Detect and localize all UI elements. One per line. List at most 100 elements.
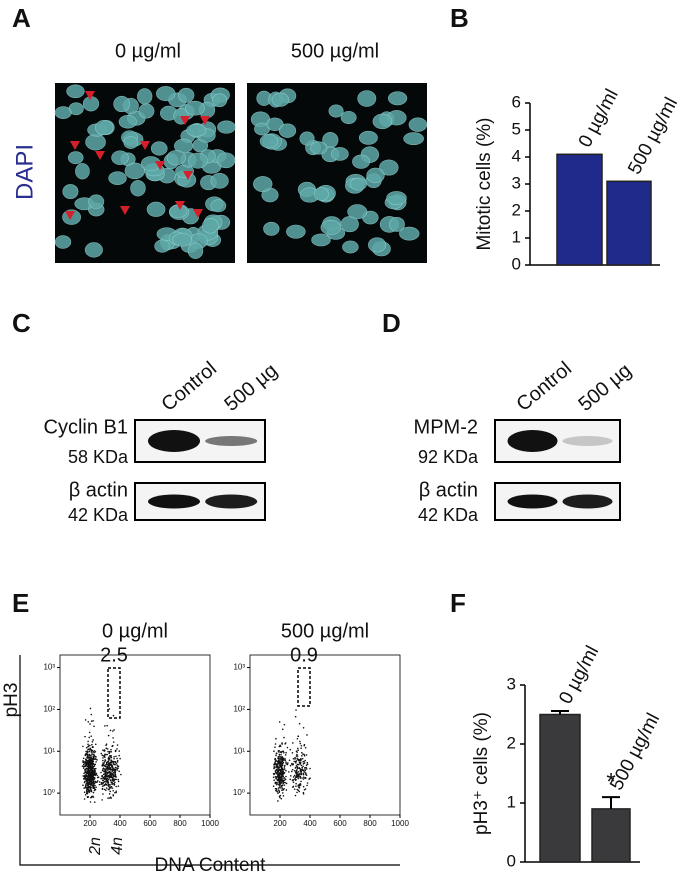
event-dot [95,781,97,783]
event-dot [86,756,89,759]
event-dot [112,741,115,743]
event-dot [93,801,96,803]
event-dot [276,790,279,793]
event-dot [296,757,298,760]
event-dot [107,734,110,737]
event-dot [92,720,94,722]
y-tick-label: 10² [233,705,245,714]
event-dot [113,763,115,765]
event-dot [298,775,300,778]
event-dot [104,777,107,780]
y-tick-label: 10⁰ [233,788,245,797]
event-dot [281,762,284,765]
event-dot [279,772,281,775]
nucleus [372,113,393,130]
event-dot [81,765,84,768]
band [562,494,613,509]
event-dot [291,762,293,765]
error-bar [602,796,620,809]
event-dot [105,761,108,764]
lane-label: Control [157,358,221,416]
bar [556,153,603,266]
event-dot [300,764,303,767]
event-dot [272,772,275,775]
event-dot [111,744,114,747]
y-tick-label: 2 [512,200,521,219]
event-dot [89,765,91,767]
event-dot [109,754,111,757]
event-dot [275,754,277,757]
event-dot [278,749,280,752]
event-dot [289,748,292,751]
nucleus [88,194,105,209]
event-dot [91,752,93,754]
event-dot [115,785,117,788]
event-dot [82,757,85,760]
event-dot [273,762,276,764]
gate-value: 2.5 [100,644,128,666]
nucleus [320,219,342,236]
event-dot [84,719,87,721]
event-dot [302,778,305,780]
nucleus [263,221,280,236]
y-tick-label: 10³ [43,663,55,672]
event-dot [302,773,305,776]
event-dot [280,797,283,800]
event-dot [112,769,115,771]
event-dot [114,760,117,763]
panel-label: C [12,308,31,338]
event-dot [90,774,93,776]
event-dot [112,714,115,717]
event-dot [111,783,113,786]
event-dot [111,765,113,768]
event-dot [90,771,93,773]
event-dot [287,762,289,764]
event-dot [106,748,109,750]
event-dot [277,787,280,789]
event-dot [296,763,299,766]
event-dot [301,767,304,769]
event-dot [101,787,104,790]
event-dot [89,782,91,785]
event-dot [89,766,91,769]
event-dot [303,744,305,747]
arrowhead [180,116,190,125]
event-dot [279,794,282,797]
event-dot [107,763,110,766]
event-dot [93,789,96,792]
event-dot [295,755,298,757]
arrowhead [175,201,185,210]
event-dot [87,764,89,767]
y-tick-label: 5 [512,119,521,138]
event-dot [117,767,119,770]
event-dot [110,763,113,766]
event-dot [87,771,89,774]
event-dot [104,753,107,756]
event-dot [112,771,115,774]
arrowhead [200,116,210,125]
event-dot [274,760,277,763]
event-dot [299,768,302,770]
event-dot [272,785,275,787]
event-dot [109,772,112,775]
event-dot [296,767,299,770]
event-dot [274,746,276,748]
event-dot [90,751,93,753]
event-dot [107,788,110,790]
event-dot [100,777,102,780]
event-dot [94,767,97,770]
event-dot [279,744,281,747]
event-dot [88,731,91,734]
event-dot [110,748,112,751]
nucleus [399,226,420,241]
event-dot [285,789,288,791]
event-dot [108,766,111,768]
event-dot [82,763,85,766]
nucleus [212,93,228,108]
event-dot [109,776,112,779]
event-dot [305,777,307,779]
event-dot [93,788,96,790]
event-dot [107,784,109,787]
event-dot [108,770,111,773]
event-dot [86,753,89,756]
